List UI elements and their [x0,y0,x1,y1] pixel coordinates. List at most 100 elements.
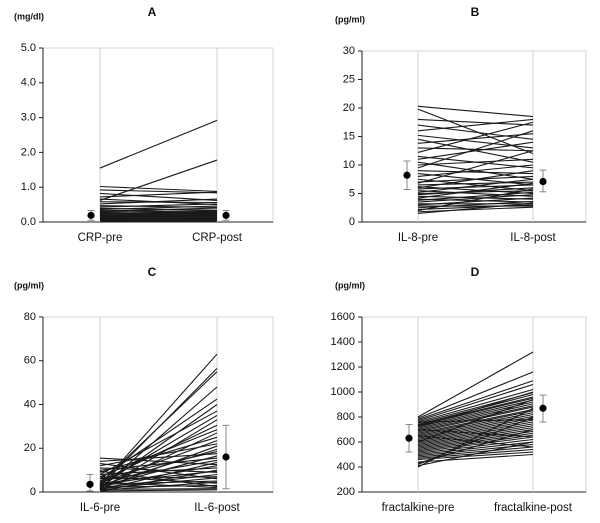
paired-line [417,108,534,155]
paired-line [417,182,534,199]
panel-d: D (pg/ml) 200 400 600 800 1000 1200 1400 1600 frac… [331,265,587,514]
y-tick-label: 400 [337,461,355,473]
category-label: fractalkine-post [494,502,573,514]
paired-line [99,481,218,489]
panel-letter: D [471,265,480,279]
category-label: IL-6-pre [80,502,120,514]
paired-line [417,134,534,149]
paired-line [417,133,534,144]
paired-line [417,380,534,421]
paired-line [99,463,218,480]
paired-line [417,430,534,449]
paired-line [99,453,218,462]
paired-line [417,435,534,448]
paired-line [99,198,218,205]
y-tick-label: 5.0 [21,42,36,54]
paired-line [417,194,534,203]
paired-line [417,130,534,169]
paired-line [99,212,218,216]
paired-line [99,443,218,467]
y-tick-label: 1200 [331,361,355,373]
paired-line [99,192,218,201]
paired-line [417,417,534,441]
paired-line [417,434,534,452]
category-label: IL-8-pre [398,232,438,244]
y-tick-label: 40 [24,398,36,410]
paired-line [417,428,534,448]
y-tick-label: 2.0 [21,146,36,158]
y-tick-label: 30 [343,45,355,57]
paired-line [99,201,218,204]
y-tick-label: 1.0 [21,181,36,193]
y-tick-label: 4.0 [21,77,36,89]
mean-point [539,404,547,412]
mean-point [405,434,413,442]
paired-line [417,188,534,212]
y-tick-label: 0 [30,486,36,498]
category-label: fractalkine-pre [382,502,455,514]
paired-line [99,371,218,484]
paired-line [417,158,534,166]
paired-line [99,159,218,201]
category-label: CRP-post [192,232,243,244]
paired-line [417,441,534,456]
paired-line [417,141,534,160]
paired-line [417,388,534,423]
paired-line [417,121,534,153]
category-label: CRP-pre [78,232,123,244]
paired-line [417,453,534,463]
paired-line [99,213,218,217]
paired-line [417,425,534,446]
paired-line [99,489,218,492]
paired-line [417,399,534,428]
y-tick-label: 10 [343,159,355,171]
paired-line [99,470,218,488]
y-tick-label: 3.0 [21,112,36,124]
plot-frame [361,316,587,493]
paired-line [99,205,218,211]
mean-point [222,211,230,219]
paired-line [417,405,534,432]
panel-letter: C [148,265,157,279]
paired-line [99,457,218,466]
paired-line [99,467,218,473]
panel-a: A (mg/dl) 0.0 1.0 2.0 3.0 4.0 5.0 CRP-pre CRP-pos… [14,5,274,244]
panel-b: B (pg/ml) 0 5 10 15 20 25 30 IL-8-pre IL-8-post [335,5,587,244]
paired-line [417,204,534,211]
paired-line [99,214,218,218]
y-tick-label: 25 [343,73,355,85]
unit-label: (pg/ml) [335,14,365,24]
paired-line [99,209,218,214]
paired-line [417,371,534,419]
paired-line [417,398,534,443]
mean-point [222,453,230,461]
y-tick-label: 60 [24,355,36,367]
paired-line [99,410,218,475]
paired-line [99,488,218,490]
paired-line [417,202,534,214]
paired-line [417,403,534,431]
y-tick-label: 0.0 [21,216,36,228]
paired-line [99,207,218,212]
y-tick-label: 80 [24,311,36,323]
category-label: IL-8-post [510,232,556,244]
paired-line [417,428,534,438]
y-tick-label: 1000 [331,386,355,398]
paired-line [417,206,534,213]
paired-line [417,436,534,453]
paired-line [99,185,218,192]
paired-line [99,191,218,198]
unit-label: (pg/ml) [335,280,365,290]
paired-line [417,446,534,458]
paired-line [417,383,534,422]
paired-line [417,407,534,468]
paired-line [99,119,218,169]
paired-line [417,118,534,132]
mean-point [403,171,411,179]
paired-line [417,427,534,447]
paired-line [99,484,218,488]
paired-line [417,408,534,434]
plot-frame [42,47,274,223]
paired-line [99,476,218,480]
unit-label: (mg/dl) [14,11,44,21]
